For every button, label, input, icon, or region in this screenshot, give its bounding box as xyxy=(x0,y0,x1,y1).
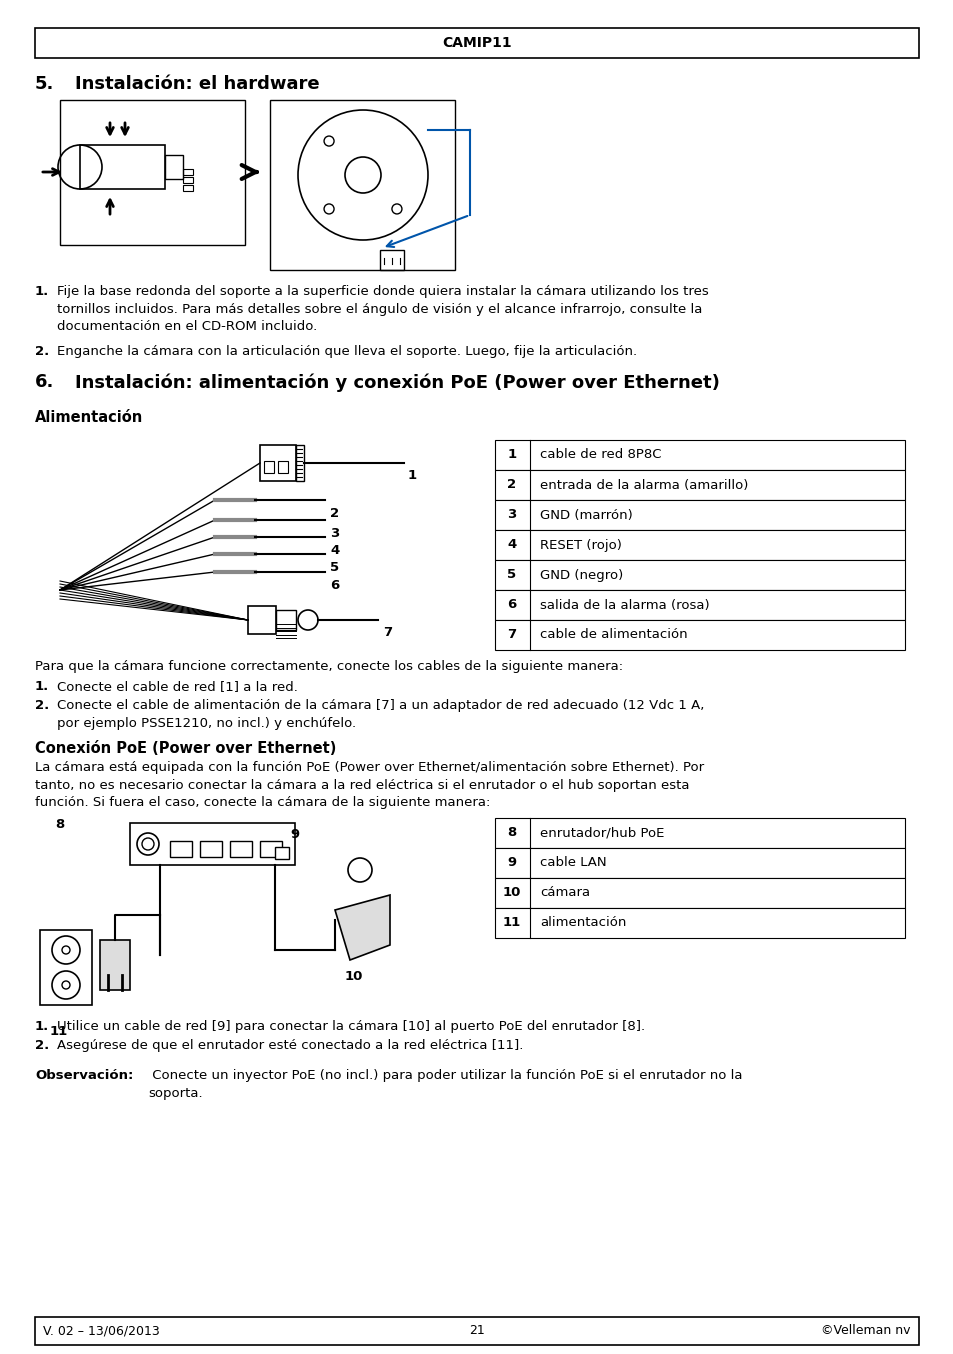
Bar xyxy=(495,877,904,909)
Text: alimentación: alimentación xyxy=(539,917,626,929)
Text: 4: 4 xyxy=(330,544,339,556)
Text: Fije la base redonda del soporte a la superficie donde quiera instalar la cámara: Fije la base redonda del soporte a la su… xyxy=(57,284,708,333)
Text: 6.: 6. xyxy=(35,372,54,391)
Circle shape xyxy=(52,936,80,964)
Bar xyxy=(183,185,193,191)
Text: GND (negro): GND (negro) xyxy=(539,569,622,581)
Polygon shape xyxy=(335,895,390,960)
Bar xyxy=(495,590,904,620)
Text: 6: 6 xyxy=(507,598,517,612)
Bar xyxy=(264,460,274,473)
Text: V. 02 – 13/06/2013: V. 02 – 13/06/2013 xyxy=(43,1324,159,1338)
Text: La cámara está equipada con la función PoE (Power over Ethernet/alimentación sob: La cámara está equipada con la función P… xyxy=(35,761,703,808)
Text: 21: 21 xyxy=(469,1324,484,1338)
Bar xyxy=(274,848,289,858)
Text: 1: 1 xyxy=(507,448,516,462)
Text: 9: 9 xyxy=(507,857,516,869)
Text: 10: 10 xyxy=(502,887,520,899)
Text: Conecte el cable de red [1] a la red.: Conecte el cable de red [1] a la red. xyxy=(57,680,297,693)
Bar xyxy=(495,909,904,938)
Text: cable de alimentación: cable de alimentación xyxy=(539,628,687,642)
Bar xyxy=(183,177,193,183)
Text: 2.: 2. xyxy=(35,699,50,712)
Bar xyxy=(270,100,455,269)
Bar xyxy=(277,460,288,473)
Text: 1.: 1. xyxy=(35,680,50,693)
Text: enrutador/hub PoE: enrutador/hub PoE xyxy=(539,826,663,839)
Text: cámara: cámara xyxy=(539,887,590,899)
Text: Conecte el cable de alimentación de la cámara [7] a un adaptador de red adecuado: Conecte el cable de alimentación de la c… xyxy=(57,699,703,730)
Bar xyxy=(495,818,904,848)
Bar xyxy=(80,145,165,190)
Bar xyxy=(35,28,918,58)
Text: 2: 2 xyxy=(507,478,516,492)
Text: Instalación: el hardware: Instalación: el hardware xyxy=(75,74,319,93)
Text: 7: 7 xyxy=(507,628,516,642)
Text: cable LAN: cable LAN xyxy=(539,857,606,869)
Text: entrada de la alarma (amarillo): entrada de la alarma (amarillo) xyxy=(539,478,747,492)
Text: salida de la alarma (rosa): salida de la alarma (rosa) xyxy=(539,598,709,612)
Text: 4: 4 xyxy=(507,539,517,551)
Text: 5: 5 xyxy=(507,569,516,581)
Text: 5.: 5. xyxy=(35,74,54,93)
Bar xyxy=(100,940,130,990)
Bar xyxy=(248,607,275,634)
Text: 7: 7 xyxy=(382,626,392,639)
Text: 1.: 1. xyxy=(35,1020,50,1033)
Bar xyxy=(495,500,904,529)
Text: 10: 10 xyxy=(345,969,363,983)
Text: Observación:: Observación: xyxy=(35,1070,133,1082)
Text: 6: 6 xyxy=(330,580,339,592)
Circle shape xyxy=(52,971,80,999)
Text: 9: 9 xyxy=(290,829,299,841)
Text: 2.: 2. xyxy=(35,345,50,357)
Text: 8: 8 xyxy=(55,818,64,831)
Text: 2: 2 xyxy=(330,506,338,520)
Text: ©Velleman nv: ©Velleman nv xyxy=(821,1324,910,1338)
Circle shape xyxy=(297,611,317,630)
Text: Conecte un inyector PoE (no incl.) para poder utilizar la función PoE si el enru: Conecte un inyector PoE (no incl.) para … xyxy=(148,1070,741,1099)
Bar xyxy=(495,848,904,877)
Text: cable de red 8P8C: cable de red 8P8C xyxy=(539,448,660,462)
Text: 5: 5 xyxy=(330,561,338,574)
Text: Utilice un cable de red [9] para conectar la cámara [10] al puerto PoE del enrut: Utilice un cable de red [9] para conecta… xyxy=(57,1020,644,1033)
Bar xyxy=(495,470,904,500)
Bar xyxy=(40,930,91,1005)
Text: 2.: 2. xyxy=(35,1039,50,1052)
Bar xyxy=(165,154,183,179)
Text: Alimentación: Alimentación xyxy=(35,410,143,425)
Text: Para que la cámara funcione correctamente, conecte los cables de la siguiente ma: Para que la cámara funcione correctament… xyxy=(35,659,622,673)
Bar xyxy=(183,169,193,175)
Bar xyxy=(495,561,904,590)
Bar xyxy=(35,1317,918,1345)
Text: 8: 8 xyxy=(507,826,517,839)
Text: 1.: 1. xyxy=(35,284,50,298)
Bar xyxy=(230,841,252,857)
Bar xyxy=(275,611,295,630)
Text: Asegúrese de que el enrutador esté conectado a la red eléctrica [11].: Asegúrese de que el enrutador esté conec… xyxy=(57,1039,523,1052)
Text: 11: 11 xyxy=(502,917,520,929)
Text: Enganche la cámara con la articulación que lleva el soporte. Luego, fije la arti: Enganche la cámara con la articulación q… xyxy=(57,345,637,357)
Bar xyxy=(495,620,904,650)
Text: CAMIP11: CAMIP11 xyxy=(442,37,511,50)
Bar xyxy=(260,841,282,857)
Bar xyxy=(495,529,904,561)
Text: GND (marrón): GND (marrón) xyxy=(539,509,632,521)
Text: 11: 11 xyxy=(50,1025,69,1039)
Bar xyxy=(495,440,904,470)
Bar xyxy=(170,841,192,857)
Bar xyxy=(295,445,304,481)
Text: RESET (rojo): RESET (rojo) xyxy=(539,539,621,551)
Text: 3: 3 xyxy=(507,509,517,521)
Bar xyxy=(200,841,222,857)
Text: Conexión PoE (Power over Ethernet): Conexión PoE (Power over Ethernet) xyxy=(35,741,336,756)
Text: 3: 3 xyxy=(330,527,339,540)
Text: Instalación: alimentación y conexión PoE (Power over Ethernet): Instalación: alimentación y conexión PoE… xyxy=(75,372,720,391)
Bar xyxy=(260,445,295,481)
Bar xyxy=(379,250,403,269)
Text: 1: 1 xyxy=(408,468,416,482)
Bar xyxy=(130,823,294,865)
Bar xyxy=(60,100,245,245)
